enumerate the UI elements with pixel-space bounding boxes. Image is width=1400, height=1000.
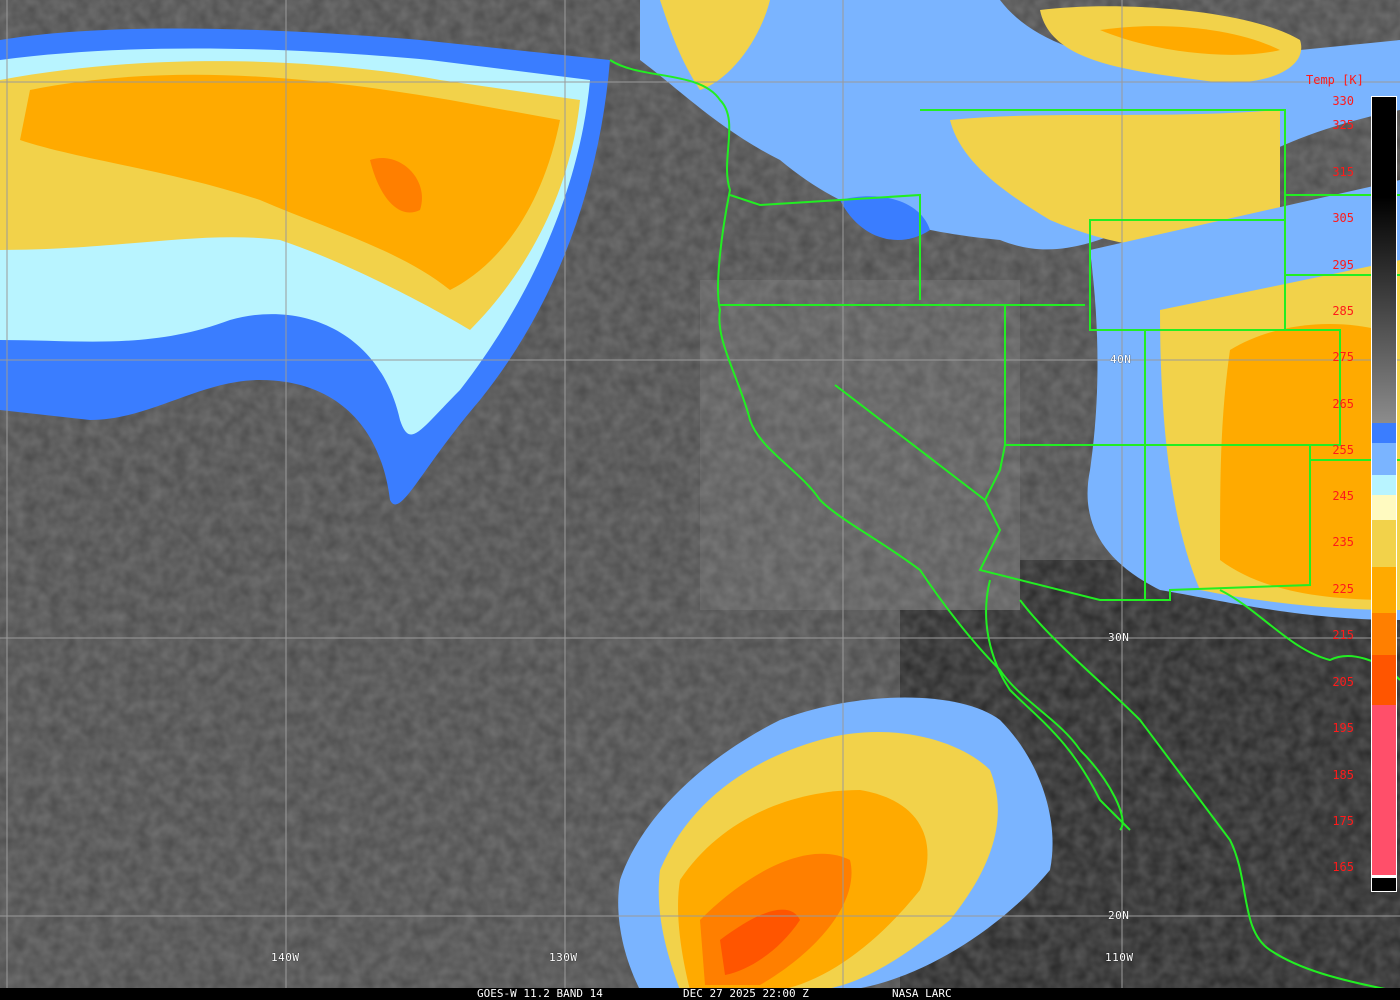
temperature-colorbar [1371, 96, 1397, 892]
us-mexico-border [978, 445, 1311, 601]
colorbar-segment-yellow [1372, 520, 1396, 567]
legend-tick-275: 275 [1332, 350, 1354, 364]
colorbar-segment-orange-yellow [1372, 567, 1396, 613]
colorbar-segment-gray [1372, 197, 1396, 423]
mexico-coastline [1019, 599, 1391, 991]
legend-tick-245: 245 [1332, 489, 1354, 503]
legend-tick-195: 195 [1332, 721, 1354, 735]
legend-tick-325: 325 [1332, 118, 1354, 132]
canada-border [920, 109, 1286, 330]
colorbar-segment-pale-yellow [1372, 495, 1396, 520]
footer-satellite: GOES-W 11.2 BAND 14 [477, 987, 603, 1000]
ca-nv-border [834, 384, 1006, 502]
lat-label-30n: 30N [1108, 631, 1130, 644]
legend-tick-285: 285 [1332, 304, 1354, 318]
colorbar-segment-light-blue [1372, 443, 1396, 475]
baja-coastline [985, 579, 1131, 831]
cloud-band-north [640, 0, 1400, 251]
colorbar-segment-orange [1372, 613, 1396, 655]
legend-tick-330: 330 [1332, 94, 1354, 108]
lon-label-130w: 130W [549, 951, 578, 964]
colorbar-segment-black [1372, 97, 1396, 197]
lat-label-40n: 40N [1110, 353, 1132, 366]
cloud-band-south [618, 697, 1053, 990]
lon-label-140w: 140W [271, 951, 300, 964]
colorbar-segment-pink [1372, 705, 1396, 875]
footer-datetime: DEC 27 2025 22:00 Z [683, 987, 809, 1000]
legend-tick-255: 255 [1332, 443, 1354, 457]
lon-label-110w: 110W [1105, 951, 1134, 964]
cloud-band-northwest [0, 28, 610, 505]
footer-credit: NASA LARC [892, 987, 952, 1000]
legend-tick-175: 175 [1332, 814, 1354, 828]
legend-tick-295: 295 [1332, 258, 1354, 272]
legend-tick-185: 185 [1332, 768, 1354, 782]
legend-tick-235: 235 [1332, 535, 1354, 549]
wa-or-border [729, 193, 921, 300]
lat-label-20n: 20N [1108, 909, 1130, 922]
colorbar-divider [1372, 875, 1396, 878]
pacific-coastline [609, 59, 1124, 831]
legend-tick-315: 315 [1332, 165, 1354, 179]
legend-tick-205: 205 [1332, 675, 1354, 689]
legend-tick-265: 265 [1332, 397, 1354, 411]
footer-bar: GOES-W 11.2 BAND 14 DEC 27 2025 22:00 Z … [0, 988, 1400, 1000]
legend-tick-215: 215 [1332, 628, 1354, 642]
colorbar-segment-cyan [1372, 475, 1396, 495]
colorbar-segment-blue [1372, 423, 1396, 443]
cloud-band-southwest-us [1087, 180, 1400, 620]
legend-tick-165: 165 [1332, 860, 1354, 874]
colorbar-segment-red-orange [1372, 655, 1396, 705]
legend-tick-225: 225 [1332, 582, 1354, 596]
legend-tick-305: 305 [1332, 211, 1354, 225]
legend-title: Temp [K] [1306, 73, 1364, 87]
